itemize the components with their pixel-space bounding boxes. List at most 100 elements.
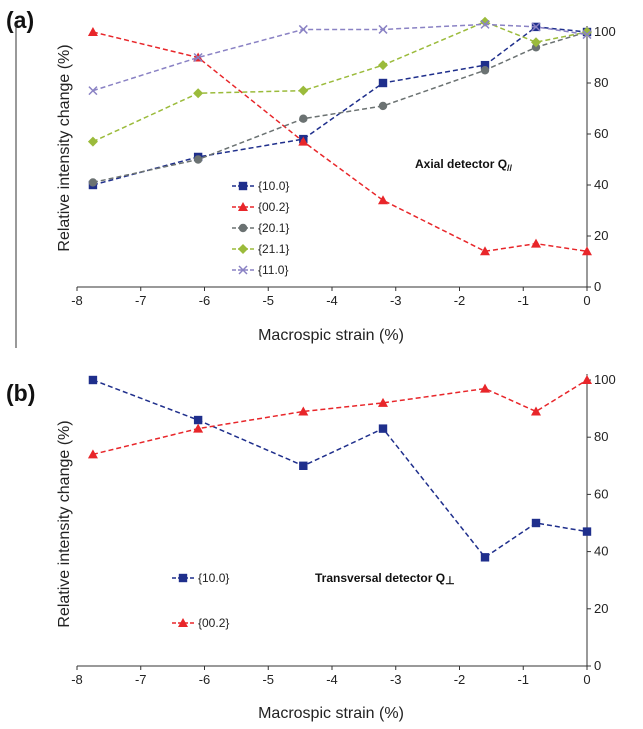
panel-a-data-point xyxy=(88,86,98,96)
panel-a-data-point xyxy=(531,37,541,48)
panel-b-data-point xyxy=(531,406,541,416)
panel-a-legend-label: {10.0} xyxy=(258,179,289,193)
panel-a-data-point xyxy=(480,246,490,256)
panel-a-annotation-main: Axial detector Q xyxy=(415,157,507,171)
panel-a-data-point xyxy=(378,195,388,205)
panel-b-data-point xyxy=(88,375,98,385)
panel-a-data-point xyxy=(480,60,490,70)
panel-a-series-line xyxy=(92,31,588,253)
panel-a-data-point xyxy=(378,78,388,88)
panel-b-x-axis-label: Macrospic strain (%) xyxy=(258,705,404,722)
panel-a-data-point xyxy=(378,101,388,111)
panel-b-series-line xyxy=(92,379,588,559)
panel-a-x-tick-label: -7 xyxy=(135,293,147,308)
panel-a-data-point xyxy=(298,136,309,146)
panel-a-data-point xyxy=(480,19,490,29)
panel-b-y-axis-label: Relative intensity change (%) xyxy=(56,420,73,627)
panel-b-y-tick-label: 80 xyxy=(594,429,608,444)
panel-a-data-point xyxy=(88,178,98,187)
panel-a-series-line xyxy=(92,23,588,92)
panel-b-data-point xyxy=(378,397,388,407)
panel-a-data-point xyxy=(87,136,98,147)
panel-a-y-tick-label: 40 xyxy=(594,177,608,192)
panel-a-data-point xyxy=(480,66,490,75)
panel-a-x-tick-label: -1 xyxy=(517,293,529,308)
panel-a-x-tick-label: -5 xyxy=(262,293,274,308)
panel-b-y-tick-label: 20 xyxy=(594,601,608,616)
panel-a-data-point xyxy=(531,43,541,52)
panel-b-x-tick-label: 0 xyxy=(583,672,590,687)
panel-b-annotation-main: Transversal detector Q xyxy=(315,571,445,585)
panel-b-data-point xyxy=(378,424,388,433)
panel-a-data-point xyxy=(582,27,592,37)
panel-b-data-point xyxy=(193,415,203,425)
panel-a-series-line xyxy=(92,20,588,143)
panel-a-legend-label: {21.1} xyxy=(258,242,289,256)
panel-b-annotation-sub: ⊥ xyxy=(445,575,455,587)
panel-b-x-tick-label: -2 xyxy=(454,672,466,687)
panel-a-y-tick-label: 20 xyxy=(594,228,608,243)
panel-b-x-tick-label: -5 xyxy=(262,672,274,687)
panel-a-annotation: Axial detector Q// xyxy=(415,157,513,173)
panel-b-data-point xyxy=(582,375,592,384)
panel-a-data-point xyxy=(582,30,592,40)
panel-b-x-tick-label: -4 xyxy=(326,672,338,687)
panel-b-y-tick-label: 60 xyxy=(594,486,608,501)
panel-b-data-point xyxy=(480,383,490,393)
panel-a-x-tick-label: -8 xyxy=(71,293,83,308)
panel-a-y-tick-label: 60 xyxy=(594,126,608,141)
panel-a-x-tick-label: -2 xyxy=(454,293,466,308)
panel-a-data-point xyxy=(531,22,541,32)
panel-a-annotation-sub: // xyxy=(507,163,513,173)
panel-b-x-tick-label: -7 xyxy=(135,672,147,687)
panel-a-x-axis-label: Macrospic strain (%) xyxy=(258,327,404,344)
panel-b-chart: (b) Relative intensity change (%) Macros… xyxy=(6,372,616,722)
panel-b-x-tick-label: -6 xyxy=(199,672,211,687)
panel-b-y-tick-label: 100 xyxy=(594,372,616,387)
panel-b-x-tick-label: -8 xyxy=(71,672,83,687)
panel-a-data-point xyxy=(193,52,203,63)
panel-b-data-point xyxy=(582,527,592,536)
panel-b-legend-marker xyxy=(178,573,188,583)
panel-a-legend-marker xyxy=(238,181,248,191)
panel-a-x-tick-label: -4 xyxy=(326,293,338,308)
panel-a-data-point xyxy=(193,155,203,164)
panel-a-chart: (a) Relative intensity change (%) Macros… xyxy=(6,7,616,348)
panel-b-data-point xyxy=(298,406,309,416)
panel-b-data-point xyxy=(299,461,308,470)
panel-a-legend-label: {11.0} xyxy=(258,263,288,277)
panel-a-data-point xyxy=(531,238,541,248)
panel-a-data-point xyxy=(298,85,309,96)
panel-b-data-point xyxy=(87,449,98,459)
panel-a-y-tick-label: 0 xyxy=(594,279,601,294)
panel-a-data-point xyxy=(378,24,388,34)
panel-a-x-tick-label: 0 xyxy=(583,293,590,308)
panel-a-y-tick-label: 100 xyxy=(594,24,616,39)
panel-b-x-tick-label: -3 xyxy=(390,672,402,687)
panel-a-x-tick-label: -6 xyxy=(199,293,211,308)
panel-a-legend-marker xyxy=(238,265,248,275)
panel-b-data-point xyxy=(480,553,490,562)
panel-a-x-tick-label: -3 xyxy=(390,293,402,308)
panel-a-data-point xyxy=(298,24,308,34)
panel-a-legend-label: {20.1} xyxy=(258,221,289,235)
panel-b-legend-label: {10.0} xyxy=(198,571,229,585)
panel-a-y-axis-label: Relative intensity change (%) xyxy=(56,44,73,251)
panel-a-data-point xyxy=(87,27,98,36)
panel-a-legend-label: {00.2} xyxy=(258,200,289,214)
panel-a-data-point xyxy=(299,114,308,123)
panel-b-y-tick-label: 40 xyxy=(594,544,608,559)
panel-b-label: (b) xyxy=(6,380,35,406)
panel-a-legend-marker xyxy=(238,223,248,233)
panel-b-data-point xyxy=(531,518,541,528)
panel-b-y-tick-label: 0 xyxy=(594,658,601,673)
panel-b-annotation: Transversal detector Q⊥ xyxy=(315,571,455,587)
panel-a-data-point xyxy=(378,60,388,71)
panel-a-legend-marker xyxy=(238,244,248,254)
panel-a-label: (a) xyxy=(6,7,34,33)
panel-b-legend-marker xyxy=(178,618,188,627)
panel-b-legend-label: {00.2} xyxy=(198,616,229,630)
panel-a-y-tick-label: 80 xyxy=(594,75,608,90)
panel-b-data-point xyxy=(193,423,204,433)
